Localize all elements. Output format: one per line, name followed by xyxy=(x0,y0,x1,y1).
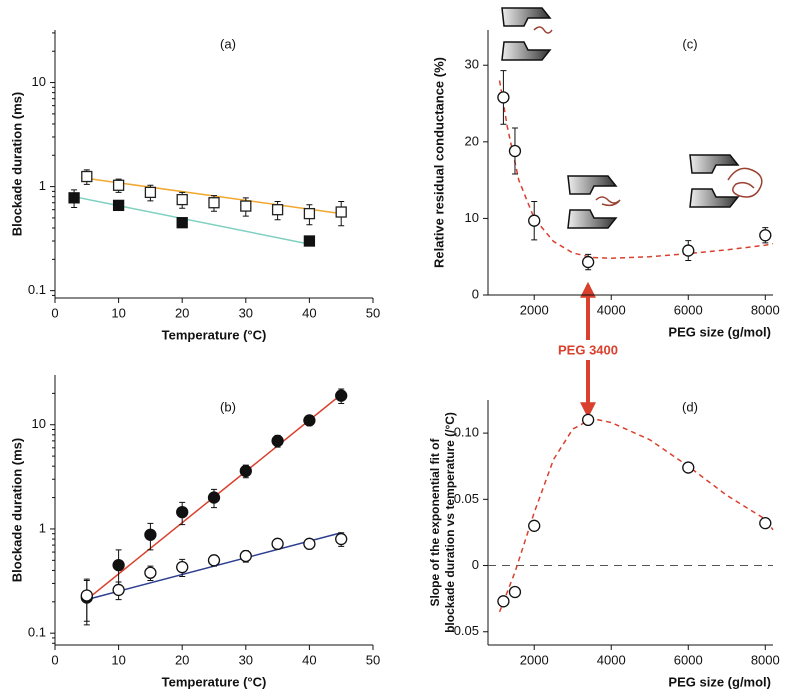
marker xyxy=(239,549,252,563)
y-tick-label: 30 xyxy=(465,57,479,72)
y-axis-title: Relative residual conductance (%) xyxy=(431,57,446,268)
y-tick-label: 0.05 xyxy=(454,491,479,506)
x-tick-label: 4000 xyxy=(597,652,626,667)
marker xyxy=(759,517,772,530)
y-axis-title: Blockade duration (ms) xyxy=(9,92,24,236)
annotation: PEG 3400 xyxy=(558,342,618,357)
pore-cartoons xyxy=(501,7,763,229)
marker xyxy=(335,532,348,546)
panel-label: (b) xyxy=(220,399,236,414)
y-tick-label: 0.1 xyxy=(28,625,46,640)
marker xyxy=(240,200,252,212)
fit-line xyxy=(498,417,774,613)
x-tick-label: 4000 xyxy=(597,302,626,317)
marker xyxy=(144,186,157,199)
x-tick-label: 0 xyxy=(51,652,58,667)
panel-label: (d) xyxy=(682,399,698,414)
marker xyxy=(144,528,157,541)
annotation-box xyxy=(550,340,626,360)
y-tick-label: 10 xyxy=(32,74,46,89)
marker xyxy=(112,199,125,212)
marker xyxy=(303,537,316,550)
x-tick-label: 6000 xyxy=(674,302,703,317)
marker xyxy=(112,179,125,191)
x-tick-label: 40 xyxy=(302,305,316,320)
marker xyxy=(112,583,125,597)
marker xyxy=(176,217,188,229)
fit-line xyxy=(498,80,774,259)
marker xyxy=(581,413,595,427)
marker xyxy=(581,255,595,269)
y-tick-label: 0.10 xyxy=(454,425,479,440)
x-axis-title: Temperature (°C) xyxy=(162,327,267,342)
x-tick-label: 8000 xyxy=(751,652,780,667)
marker xyxy=(303,414,316,427)
x-tick-label: 8000 xyxy=(751,302,780,317)
marker xyxy=(508,144,522,158)
marker xyxy=(528,519,541,532)
y-tick-label: 0 xyxy=(472,557,479,572)
panel-label: (c) xyxy=(682,36,697,51)
marker xyxy=(80,589,93,602)
marker xyxy=(144,566,157,579)
x-tick-label: 30 xyxy=(239,652,253,667)
marker xyxy=(497,91,510,104)
marker xyxy=(176,193,188,206)
marker xyxy=(271,434,284,448)
x-tick-label: 20 xyxy=(175,652,189,667)
marker xyxy=(335,206,347,218)
x-tick-label: 50 xyxy=(366,305,380,320)
y-tick-label: 10 xyxy=(32,416,46,431)
x-tick-label: 30 xyxy=(239,305,253,320)
marker xyxy=(271,537,284,550)
marker xyxy=(759,229,772,242)
marker xyxy=(497,595,510,608)
x-tick-label: 50 xyxy=(366,652,380,667)
marker xyxy=(303,207,316,220)
x-tick-label: 10 xyxy=(111,305,125,320)
marker xyxy=(176,560,189,574)
x-tick-label: 6000 xyxy=(674,652,703,667)
marker xyxy=(528,214,541,227)
panel-label: (a) xyxy=(220,36,236,51)
marker xyxy=(68,192,80,204)
marker xyxy=(207,491,221,504)
marker xyxy=(207,554,221,567)
marker xyxy=(112,558,125,572)
marker xyxy=(271,204,284,216)
x-tick-label: 40 xyxy=(302,652,316,667)
marker xyxy=(208,197,220,209)
y-tick-label: 10 xyxy=(465,210,479,225)
x-tick-label: 20 xyxy=(175,305,189,320)
marker xyxy=(303,235,316,247)
x-tick-label: 2000 xyxy=(520,302,549,317)
y-tick-label: -0.05 xyxy=(449,623,479,638)
x-axis-title: PEG size (g/mol) xyxy=(668,324,771,339)
marker xyxy=(176,505,189,519)
y-tick-label: 1 xyxy=(39,520,46,535)
marker xyxy=(239,464,252,478)
marker xyxy=(81,170,93,183)
y-tick-label: 0.1 xyxy=(28,282,46,297)
y-axis-title: blockade duration vs temperature (/°C) xyxy=(443,412,457,633)
y-axis-title: Slope of the exponential fit of xyxy=(428,437,442,606)
x-axis-title: PEG size (g/mol) xyxy=(668,674,771,689)
marker xyxy=(335,389,348,402)
x-tick-label: 0 xyxy=(51,305,58,320)
y-tick-label: 1 xyxy=(39,178,46,193)
y-axis-title: Blockade duration (ms) xyxy=(9,438,24,582)
y-tick-label: 0 xyxy=(472,286,479,301)
x-tick-label: 2000 xyxy=(520,652,549,667)
marker xyxy=(682,244,695,257)
y-tick-label: 20 xyxy=(465,133,479,148)
x-tick-label: 10 xyxy=(111,652,125,667)
x-axis-title: Temperature (°C) xyxy=(162,674,267,689)
marker xyxy=(508,585,522,599)
marker xyxy=(682,461,695,474)
